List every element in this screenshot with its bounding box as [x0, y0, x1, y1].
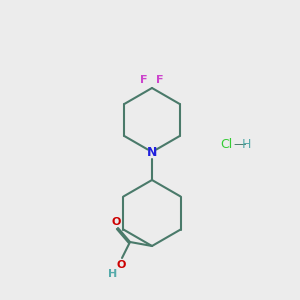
Text: H: H: [108, 269, 118, 279]
Text: —: —: [233, 139, 245, 152]
Text: H: H: [242, 139, 251, 152]
Text: N: N: [147, 146, 157, 158]
Text: O: O: [116, 260, 126, 270]
Text: F: F: [140, 75, 148, 85]
Text: O: O: [111, 217, 121, 227]
Text: F: F: [156, 75, 164, 85]
Text: Cl: Cl: [220, 139, 232, 152]
